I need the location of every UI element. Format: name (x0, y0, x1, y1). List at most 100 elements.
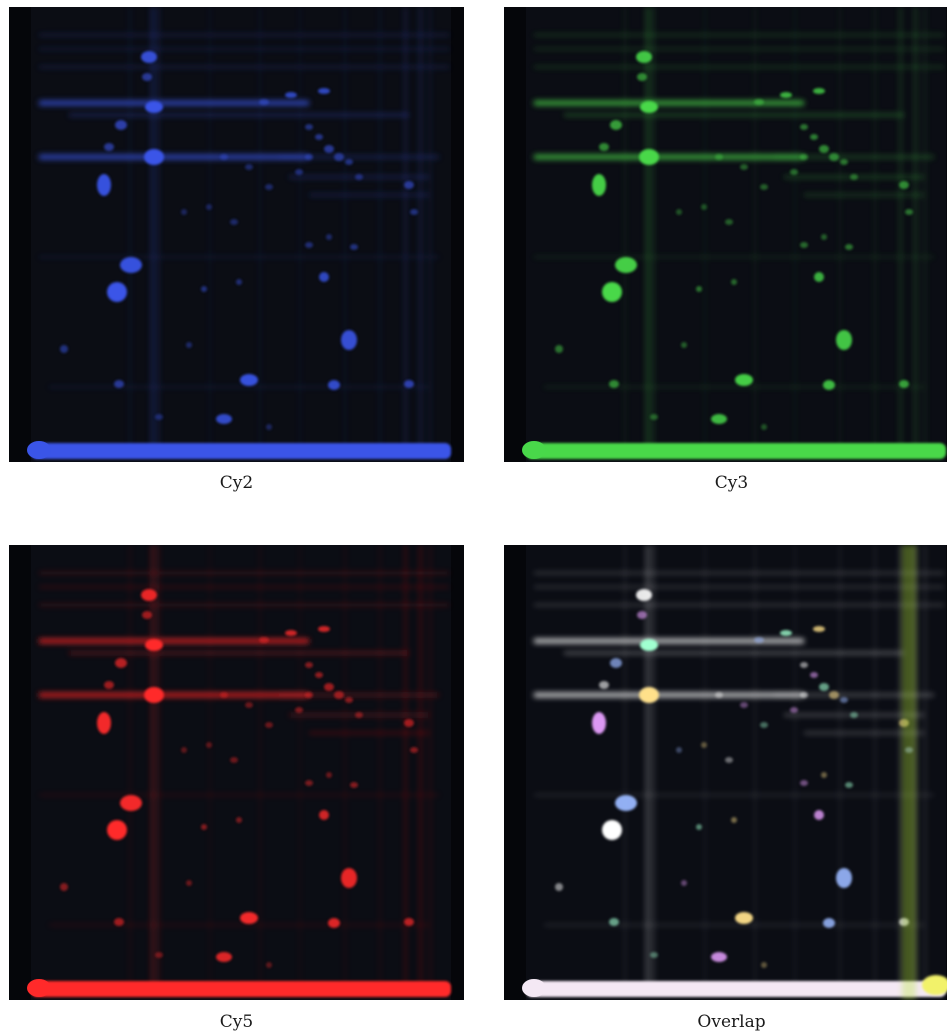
horizontal-streak (39, 604, 449, 606)
protein-spot (715, 692, 723, 698)
protein-spot (836, 330, 852, 350)
horizontal-streak (804, 193, 924, 197)
protein-spot (120, 257, 142, 273)
protein-spot (319, 272, 329, 282)
protein-spot (259, 637, 269, 643)
protein-spot (345, 697, 353, 703)
protein-spot (305, 154, 313, 160)
protein-spot (115, 658, 127, 668)
streak-layer (39, 545, 449, 985)
protein-spot (555, 345, 563, 353)
spot-layer (555, 589, 913, 968)
vertical-streak (839, 7, 841, 447)
vertical-streak (419, 7, 422, 447)
vertical-streak (157, 545, 159, 985)
horizontal-streak (534, 586, 944, 588)
protein-spot (814, 810, 824, 820)
horizontal-streak (774, 693, 934, 697)
protein-spot (355, 712, 363, 718)
protein-spot (155, 952, 163, 958)
protein-spot (840, 159, 848, 165)
gel-image-cy3 (504, 7, 947, 462)
vertical-streak (151, 7, 154, 447)
protein-spot (141, 51, 157, 63)
horizontal-streak (49, 386, 429, 388)
protein-spot (640, 639, 658, 651)
vertical-streak (899, 7, 902, 447)
protein-spot (845, 782, 853, 788)
protein-spot (341, 330, 357, 350)
horizontal-streak (564, 651, 904, 655)
protein-spot (220, 154, 228, 160)
protein-spot (790, 169, 798, 175)
protein-spot (97, 712, 111, 734)
protein-spot (814, 272, 824, 282)
gel-lane (526, 545, 946, 1000)
protein-spot (602, 282, 622, 302)
horizontal-streak (279, 693, 439, 697)
protein-spot (780, 630, 792, 636)
protein-spot (735, 374, 753, 386)
protein-spot (305, 242, 313, 248)
protein-spot (265, 722, 273, 728)
protein-spot (245, 702, 253, 708)
protein-spot (740, 164, 748, 170)
horizontal-streak (544, 924, 924, 926)
protein-spot (639, 149, 659, 165)
protein-spot (259, 99, 269, 105)
protein-spot (145, 639, 163, 651)
protein-spot (840, 697, 848, 703)
dye-front-band (31, 981, 451, 997)
protein-spot (295, 707, 303, 713)
protein-spot (800, 242, 808, 248)
protein-spot (115, 120, 127, 130)
protein-spot (701, 742, 707, 748)
protein-spot (350, 782, 358, 788)
protein-spot (592, 712, 606, 734)
protein-spot (823, 380, 835, 390)
horizontal-streak (309, 193, 429, 197)
dye-front-blob (522, 979, 546, 997)
protein-spot (334, 153, 344, 161)
vertical-streak (924, 545, 926, 985)
vertical-streak (299, 7, 301, 447)
protein-spot (107, 820, 127, 840)
vertical-streak (259, 545, 261, 985)
protein-spot (181, 747, 187, 753)
protein-spot (725, 757, 733, 763)
dye-front-band (526, 981, 946, 997)
protein-spot (754, 99, 764, 105)
vertical-streak (419, 545, 422, 985)
protein-spot (220, 692, 228, 698)
protein-spot (114, 918, 124, 926)
protein-spot (355, 174, 363, 180)
protein-spot (711, 952, 727, 962)
horizontal-streak (39, 794, 439, 796)
protein-spot (845, 244, 853, 250)
protein-spot (676, 209, 682, 215)
protein-spot (285, 92, 297, 98)
dye-front-blob (922, 975, 947, 995)
vertical-streak (344, 545, 346, 985)
protein-spot (615, 257, 637, 273)
protein-spot (326, 772, 332, 778)
protein-spot (715, 154, 723, 160)
panel-caption: Cy2 (219, 473, 254, 493)
vertical-streak (652, 7, 654, 447)
vertical-streak (344, 7, 346, 447)
protein-spot (810, 672, 818, 678)
horizontal-streak (534, 34, 944, 36)
protein-spot (216, 414, 232, 424)
vertical-streak (704, 545, 706, 985)
gel-lane (31, 7, 451, 462)
dye-front-band (31, 443, 451, 459)
horizontal-streak (69, 651, 409, 655)
protein-spot (592, 174, 606, 196)
protein-spot (266, 962, 272, 968)
protein-spot (120, 795, 142, 811)
horizontal-streak (39, 48, 449, 50)
vertical-streak (754, 545, 756, 985)
gel-panel-cy2: Cy2 (9, 7, 464, 493)
protein-spot (829, 691, 839, 699)
protein-spot (230, 757, 238, 763)
